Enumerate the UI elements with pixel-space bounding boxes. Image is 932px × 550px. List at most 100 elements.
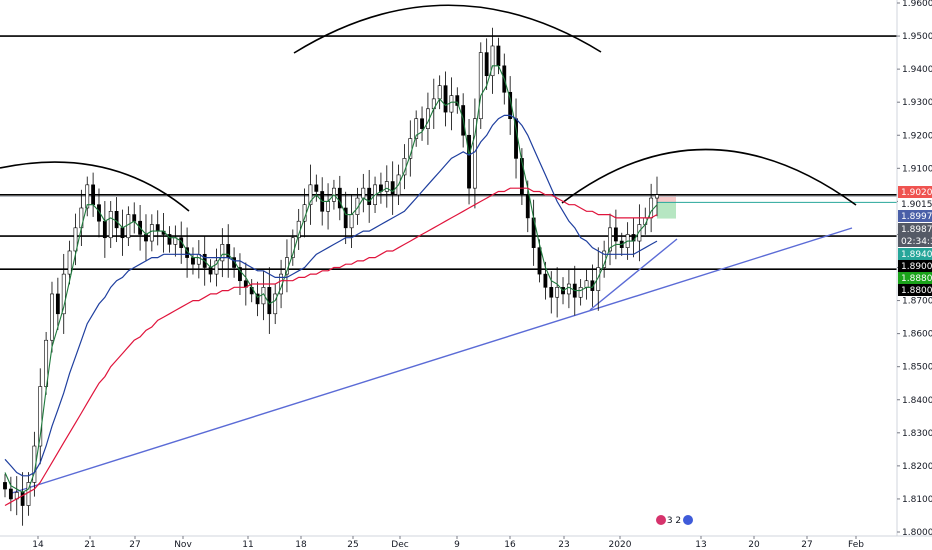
price-axis[interactable]: 1.80000 1.81000 1.82000 1.83000 1.84000 1.850… — [896, 0, 932, 538]
time-tick-label: 18 — [295, 540, 307, 550]
candle-body — [126, 214, 131, 239]
candle-body — [637, 224, 642, 242]
candle-body — [196, 253, 201, 265]
event-badge[interactable]: 3 2 — [656, 515, 693, 526]
candle-body — [167, 234, 172, 245]
candle-body — [38, 386, 43, 447]
candle-body — [91, 184, 96, 205]
candle-body — [455, 95, 460, 106]
candle-body — [120, 227, 125, 239]
candle-body — [308, 184, 313, 205]
price-tag-label: 1.90150 — [901, 200, 932, 210]
price-tick-label: 1.80000 — [902, 528, 932, 538]
price-tag — [898, 272, 932, 284]
price-tag-label: 1.89000 — [901, 262, 932, 272]
time-tick-label: 9 — [454, 540, 460, 550]
candle-body — [326, 201, 330, 212]
minor-trendline[interactable] — [589, 238, 678, 311]
position-stop-zone[interactable] — [657, 194, 676, 203]
candle-body — [114, 210, 119, 229]
price-tick-label: 1.94000 — [902, 65, 932, 75]
trendlines[interactable] — [11, 227, 853, 494]
candle-body — [273, 293, 278, 315]
right-shoulder-arc[interactable] — [561, 148, 857, 206]
candle-body — [191, 257, 195, 265]
candle-body — [255, 293, 260, 305]
price-tick-label: 1.81000 — [902, 495, 932, 505]
price-tag — [898, 284, 932, 296]
candle-body — [414, 118, 419, 139]
time-tick-label: 20 — [748, 540, 760, 550]
price-tag-label: 1.88800 — [901, 274, 932, 284]
price-tick-label: 1.91000 — [902, 164, 932, 174]
candle-body — [655, 194, 659, 199]
price-tag — [898, 248, 932, 260]
position-target-zone[interactable] — [657, 202, 676, 219]
candle-body — [132, 214, 137, 222]
price-tag — [898, 198, 932, 210]
time-tick-label: 13 — [695, 540, 706, 550]
candle-body — [484, 52, 489, 77]
head-arc[interactable] — [293, 4, 602, 54]
time-tick-label: Nov — [174, 540, 192, 550]
candle-body — [8, 488, 13, 500]
candle-body — [472, 118, 477, 189]
flag-icon[interactable] — [683, 515, 693, 525]
candle-body — [613, 227, 618, 242]
candle-body — [73, 227, 78, 252]
candle-body — [519, 158, 524, 196]
price-tag — [898, 260, 932, 272]
price-tick-label: 1.86000 — [902, 330, 932, 340]
candle-body — [420, 118, 424, 129]
price-tick-label: 1.84000 — [902, 396, 932, 406]
time-tick-label: 21 — [84, 540, 95, 550]
price-tick-label: 1.96000 — [902, 0, 932, 9]
left-shoulder-arc[interactable] — [0, 161, 190, 212]
price-tick-label: 1.92000 — [902, 131, 932, 141]
price-tag — [898, 186, 932, 198]
candle-body — [566, 283, 571, 295]
flag-icon[interactable] — [656, 515, 666, 525]
candle-body — [367, 187, 372, 205]
candle-body — [214, 260, 219, 275]
candle-body — [361, 187, 366, 199]
time-axis[interactable]: 14 21 27 Nov 11 18 25 Dec 9 16 23 2020 13 20 27 Feb — [0, 535, 932, 550]
candle-body — [478, 52, 483, 120]
candle-body — [61, 273, 66, 315]
candle-body — [144, 234, 148, 242]
candle-body — [337, 187, 342, 209]
time-tick-label: 16 — [504, 540, 516, 550]
candle-body — [349, 214, 354, 229]
arc-drawings[interactable] — [0, 4, 857, 212]
candle-body — [3, 482, 7, 490]
candle-body — [355, 197, 360, 215]
price-tag — [898, 223, 932, 235]
candle-body — [549, 287, 554, 298]
time-tick-label: Feb — [848, 540, 864, 550]
candle-body — [55, 293, 60, 315]
major-trendline[interactable] — [11, 227, 853, 494]
time-tick-label: 25 — [347, 540, 358, 550]
position-tool[interactable] — [657, 194, 897, 219]
candle-body — [314, 184, 319, 192]
candle-body — [149, 224, 154, 242]
price-tick-label: 1.93000 — [902, 98, 932, 108]
time-tick-label: 23 — [558, 540, 569, 550]
candle-body — [50, 293, 54, 341]
candle-body — [85, 184, 90, 209]
event-badge-label: 3 2 — [667, 516, 681, 526]
price-tick-label: 1.95000 — [902, 32, 932, 42]
price-tick-label: 1.87000 — [902, 297, 932, 307]
candle-body — [238, 267, 242, 282]
candle-body — [537, 247, 542, 275]
candle-body — [437, 85, 442, 100]
price-tag-label: 1.89972 — [901, 212, 932, 222]
time-tick-label: 27 — [129, 540, 140, 550]
price-tick-label: 1.85000 — [902, 363, 932, 373]
horizontal-levels[interactable] — [0, 35, 897, 270]
price-tag-label: 1.90200 — [901, 188, 932, 198]
moving-averages — [4, 65, 658, 507]
time-tick-label: 2020 — [609, 540, 632, 550]
